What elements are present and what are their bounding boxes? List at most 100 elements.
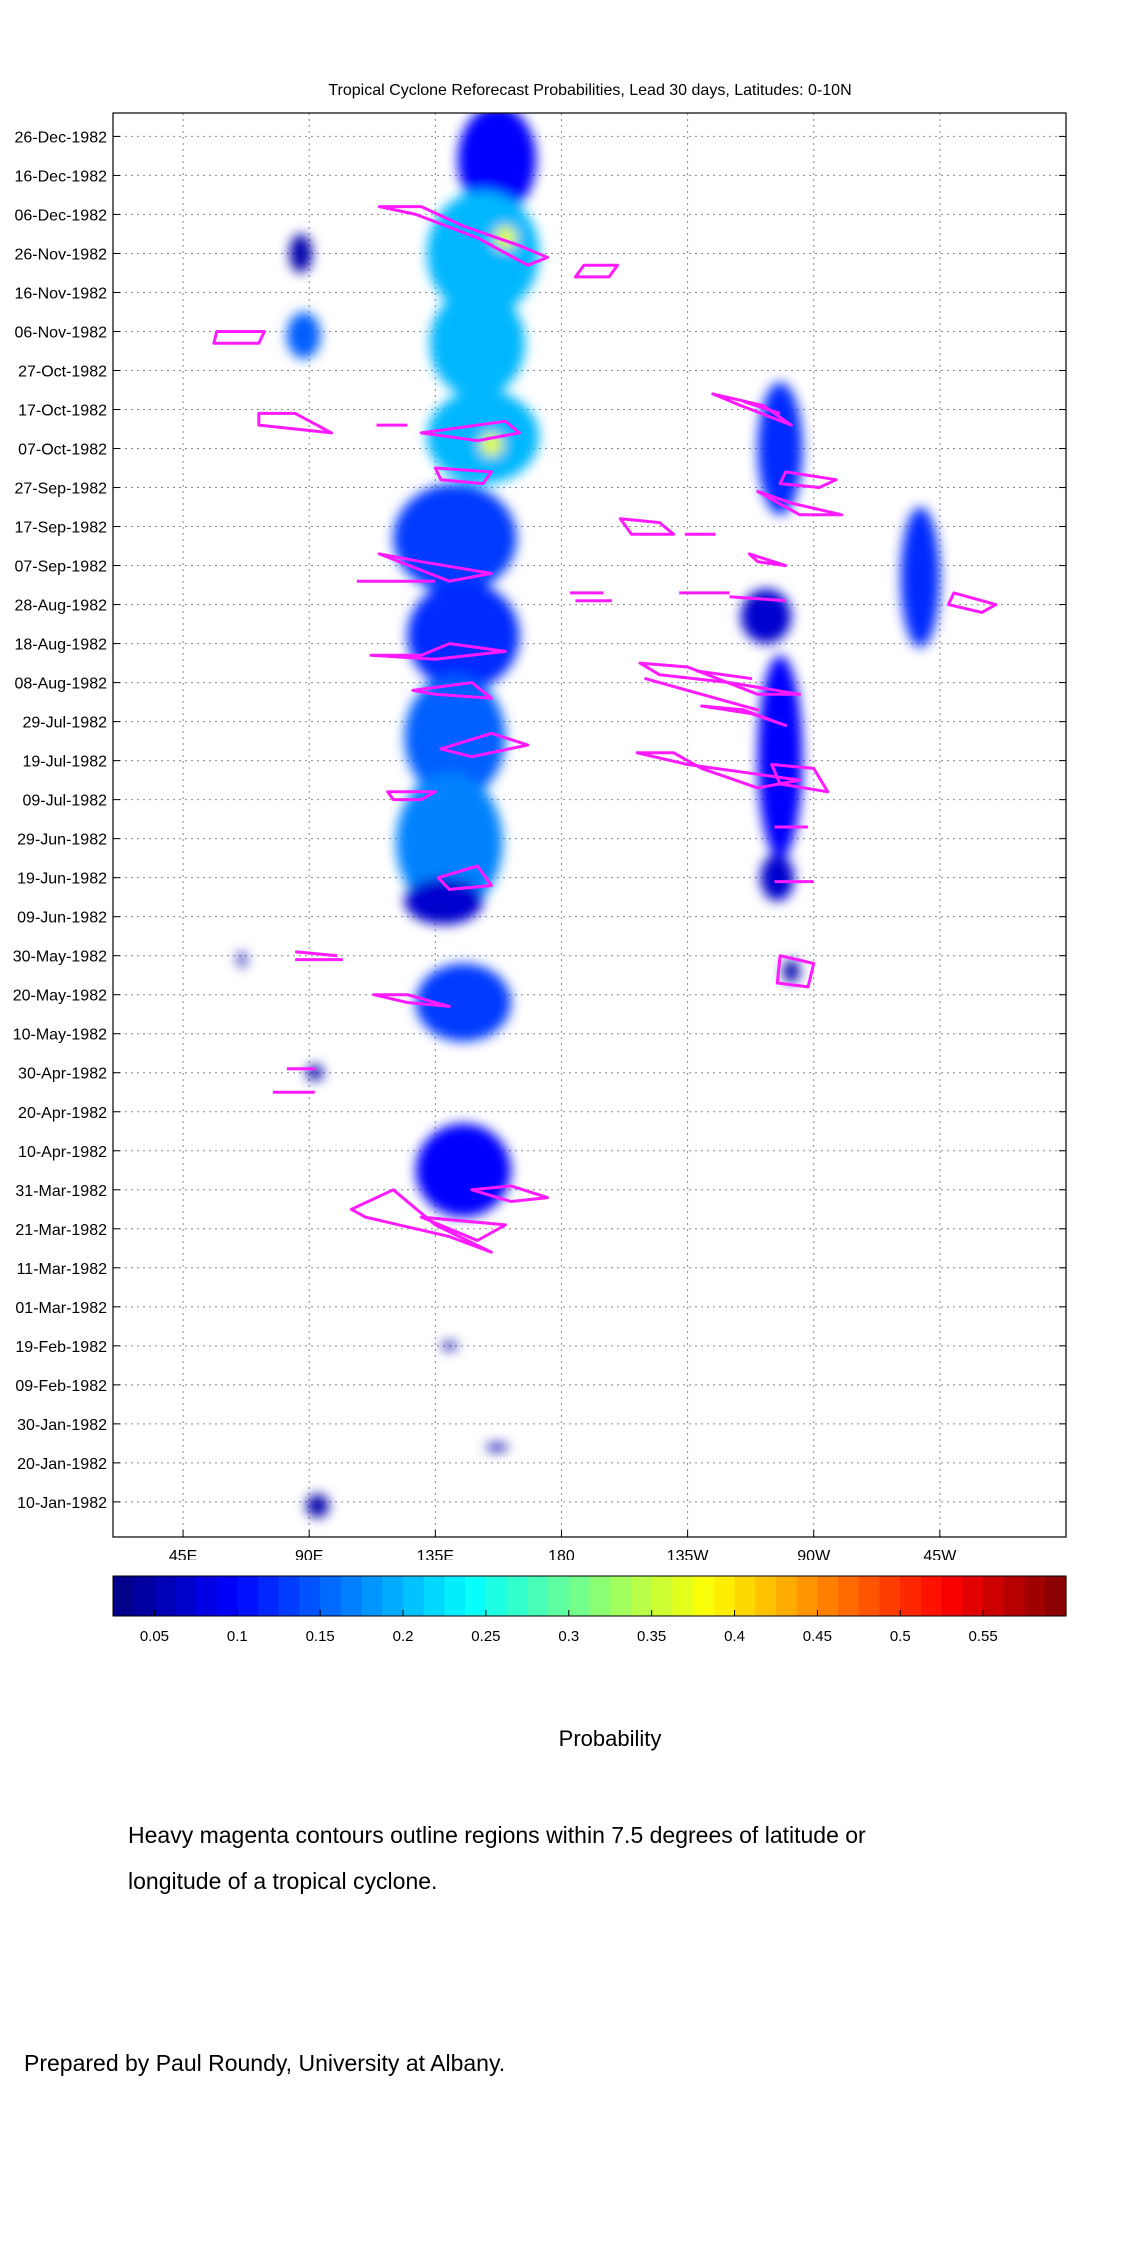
- y-tick-label: 16-Nov-1982: [15, 285, 108, 302]
- probability-region: [396, 772, 503, 913]
- colorbar-swatch: [506, 1576, 528, 1616]
- y-tick-label: 26-Nov-1982: [15, 246, 108, 263]
- colorbar-swatch: [548, 1576, 570, 1616]
- cyclone-contour: [439, 731, 530, 759]
- colorbar-title: Probability: [558, 1726, 662, 1751]
- colorbar-swatch: [817, 1576, 839, 1616]
- colorbar-swatch: [278, 1576, 301, 1616]
- cyclone-contour: [369, 642, 507, 661]
- colorbar-swatch: [258, 1576, 280, 1616]
- colorbar-swatch: [361, 1576, 383, 1616]
- y-tick-label: 26-Dec-1982: [15, 129, 108, 146]
- colorbar-swatch: [485, 1576, 508, 1616]
- colorbar-swatch: [299, 1576, 321, 1616]
- colorbar-swatch: [113, 1576, 135, 1616]
- colorbar-tick-label: 0.35: [637, 1628, 667, 1645]
- y-tick-label: 10-Apr-1982: [18, 1144, 107, 1161]
- y-tick-label: 09-Jul-1982: [23, 793, 108, 810]
- y-tick-label: 01-Mar-1982: [15, 1300, 107, 1317]
- axis-ticks: 45E 90E 135E 180 135W 90W 45W 10-Jan-1982 20-Jan…: [13, 129, 1066, 1560]
- colorbar-swatch: [858, 1576, 881, 1616]
- colorbar-swatch: [651, 1576, 673, 1616]
- probability-region: [760, 854, 795, 902]
- y-tick-label: 06-Dec-1982: [15, 207, 108, 224]
- cyclone-contour: [756, 489, 844, 517]
- cyclone-contour: [386, 790, 437, 802]
- y-tick-label: 07-Oct-1982: [18, 442, 107, 459]
- y-tick-label: 30-Apr-1982: [18, 1066, 107, 1083]
- cyclone-contour: [372, 993, 451, 1008]
- colorbar-swatch: [713, 1576, 736, 1616]
- probability-region: [429, 288, 526, 398]
- colorbar-swatch: [175, 1576, 197, 1616]
- x-tick-label: 180: [548, 1548, 575, 1560]
- colorbar-swatch: [320, 1576, 342, 1616]
- cyclone-contour: [946, 591, 998, 614]
- y-tick-label: 29-Jun-1982: [17, 832, 107, 849]
- y-tick-label: 09-Feb-1982: [15, 1378, 107, 1395]
- colorbar-swatch: [610, 1576, 632, 1616]
- colorbar-swatch: [1045, 1576, 1067, 1616]
- probability-region: [306, 1494, 329, 1518]
- y-tick-label: 19-Feb-1982: [15, 1339, 107, 1356]
- probability-region: [393, 483, 517, 593]
- probability-region: [457, 113, 537, 215]
- y-tick-label: 20-Jan-1982: [17, 1456, 107, 1473]
- cyclone-contour: [638, 661, 802, 696]
- y-tick-label: 31-Mar-1982: [15, 1183, 107, 1200]
- probability-region: [900, 507, 940, 648]
- colorbar-swatch: [154, 1576, 176, 1616]
- colorbar-swatch: [775, 1576, 798, 1616]
- probability-region: [740, 588, 792, 644]
- cyclone-contour: [778, 470, 838, 489]
- colorbar-tick-label: 0.05: [139, 1628, 170, 1645]
- y-tick-label: 08-Aug-1982: [14, 676, 107, 693]
- plot-frame: [112, 112, 1067, 1538]
- probability-region: [485, 1443, 509, 1452]
- colorbar-tick-label: 0.55: [968, 1628, 998, 1645]
- probability-region: [440, 1341, 458, 1350]
- y-tick-label: 11-Mar-1982: [17, 1261, 108, 1278]
- y-tick-label: 19-Jun-1982: [17, 871, 107, 888]
- cyclone-contour: [618, 517, 676, 536]
- colorbar-swatch: [734, 1576, 756, 1616]
- cyclone-contour: [747, 552, 788, 568]
- colorbar-swatch: [630, 1576, 653, 1616]
- colorbar-swatch: [672, 1576, 694, 1616]
- x-tick-label: 45W: [923, 1548, 957, 1560]
- cyclone-contour: [411, 681, 493, 700]
- colorbar-tick-label: 0.15: [305, 1628, 335, 1645]
- colorbar: [112, 1575, 1067, 1617]
- cyclone-contour: [212, 330, 266, 345]
- y-tick-label: 21-Mar-1982: [15, 1222, 107, 1239]
- colorbar-tick-label: 0.3: [558, 1628, 580, 1645]
- cyclone-contour: [743, 400, 781, 415]
- y-tick-label: 28-Aug-1982: [14, 598, 107, 615]
- x-tick-label: 45E: [169, 1548, 197, 1560]
- cyclone-contour: [436, 864, 493, 891]
- colorbar-frame: [112, 1575, 1067, 1617]
- colorbar-swatch: [838, 1576, 860, 1616]
- credit-line: Prepared by Paul Roundy, University at A…: [24, 2050, 506, 2076]
- cyclone-contour: [470, 1184, 549, 1203]
- colorbar-swatch: [1024, 1576, 1046, 1616]
- y-tick-label: 20-May-1982: [13, 988, 107, 1005]
- colorbar-swatch: [444, 1576, 466, 1616]
- colorbar-swatch: [879, 1576, 901, 1616]
- x-tick-label: 90E: [295, 1548, 323, 1560]
- cyclone-contour: [419, 419, 521, 443]
- cyclone-contours: [212, 205, 998, 1254]
- colorbar-tick-label: 0.1: [226, 1628, 248, 1645]
- y-tick-label: 10-May-1982: [13, 1027, 107, 1044]
- cyclone-contour: [295, 950, 338, 958]
- y-tick-label: 18-Aug-1982: [14, 637, 107, 654]
- colorbar-swatch: [216, 1576, 238, 1616]
- probability-region: [782, 959, 800, 984]
- y-tick-label: 10-Jan-1982: [17, 1495, 107, 1512]
- cyclone-contour: [574, 263, 619, 279]
- y-tick-label: 16-Dec-1982: [15, 168, 108, 185]
- colorbar-swatch: [237, 1576, 259, 1616]
- probability-region: [404, 674, 506, 800]
- colorbar-swatch: [133, 1576, 156, 1616]
- probability-region: [757, 655, 803, 859]
